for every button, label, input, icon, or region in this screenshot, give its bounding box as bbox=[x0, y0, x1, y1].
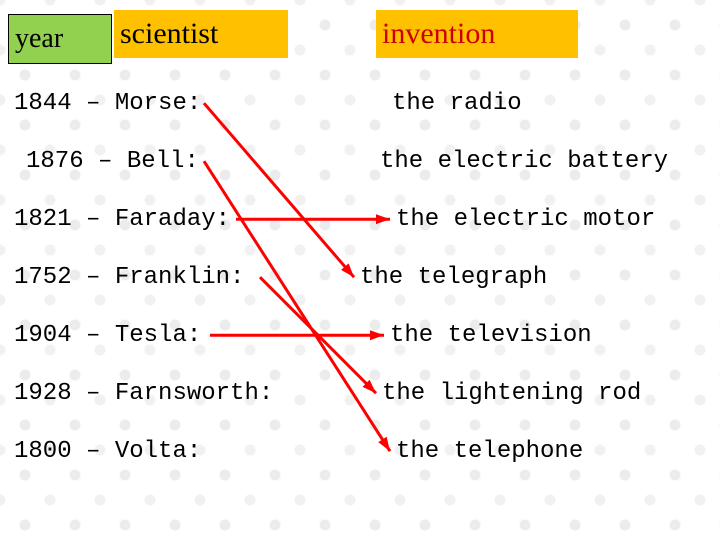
scientist-name: Tesla: bbox=[115, 322, 201, 349]
invention-text: the radio bbox=[392, 90, 522, 117]
dash: – bbox=[72, 264, 115, 291]
year-value: 1928 bbox=[14, 380, 72, 407]
year-value: 1752 bbox=[14, 264, 72, 291]
scientist-name: Farnsworth: bbox=[115, 380, 273, 407]
row-left: 1904 – Tesla: bbox=[14, 322, 201, 349]
year-value: 1821 bbox=[14, 206, 72, 233]
header-invention: invention bbox=[376, 10, 578, 58]
header-year: year bbox=[8, 14, 112, 64]
dash: – bbox=[72, 438, 115, 465]
scientist-name: Bell: bbox=[127, 148, 199, 175]
scientist-name: Volta: bbox=[115, 438, 201, 465]
row-left: 1821 – Faraday: bbox=[14, 206, 230, 233]
dash: – bbox=[84, 148, 127, 175]
invention-text: the lightening rod bbox=[382, 380, 641, 407]
header-scientist: scientist bbox=[114, 10, 288, 58]
invention-text: the telephone bbox=[396, 438, 583, 465]
year-value: 1876 bbox=[26, 148, 84, 175]
year-value: 1904 bbox=[14, 322, 72, 349]
dash: – bbox=[72, 322, 115, 349]
scientist-name: Franklin: bbox=[115, 264, 245, 291]
invention-text: the electric motor bbox=[396, 206, 655, 233]
row-left: 1844 – Morse: bbox=[14, 90, 201, 117]
dash: – bbox=[72, 90, 115, 117]
scientist-name: Morse: bbox=[115, 90, 201, 117]
dash: – bbox=[72, 206, 115, 233]
row-left: 1928 – Farnsworth: bbox=[14, 380, 273, 407]
scientist-name: Faraday: bbox=[115, 206, 230, 233]
row-left: 1752 – Franklin: bbox=[14, 264, 244, 291]
row-left: 1876 – Bell: bbox=[26, 148, 199, 175]
invention-text: the television bbox=[390, 322, 592, 349]
row-left: 1800 – Volta: bbox=[14, 438, 201, 465]
invention-text: the telegraph bbox=[360, 264, 547, 291]
year-value: 1800 bbox=[14, 438, 72, 465]
dash: – bbox=[72, 380, 115, 407]
invention-text: the electric battery bbox=[380, 148, 668, 175]
year-value: 1844 bbox=[14, 90, 72, 117]
